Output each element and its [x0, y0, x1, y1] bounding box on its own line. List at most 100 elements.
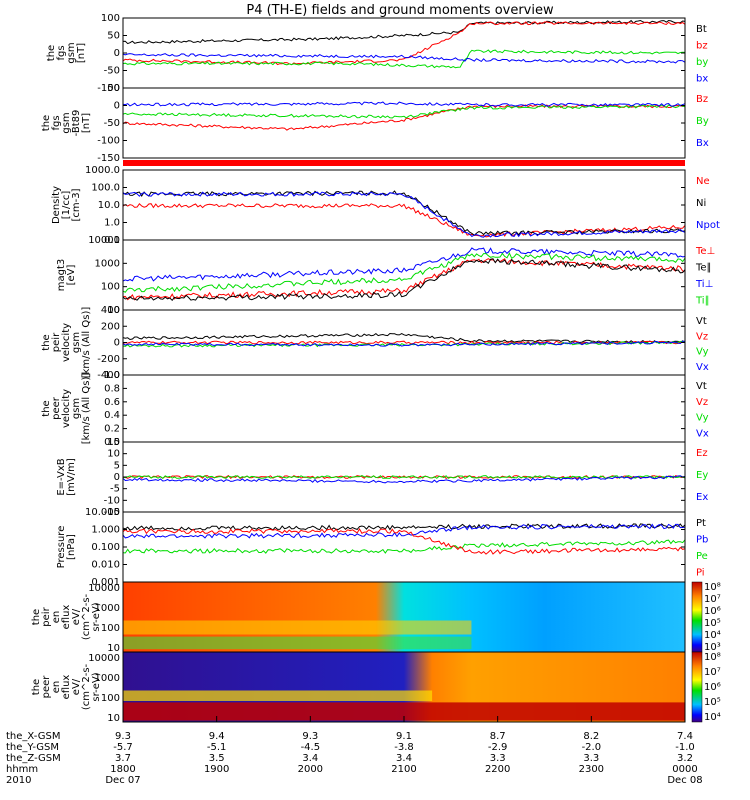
y-axis-label: the peer en eflux eV/(cm^2-s-sr-eV): [31, 663, 102, 710]
y-tick-label: 0.1: [104, 235, 120, 246]
colorbar-label: 10⁸: [704, 652, 721, 663]
x-tick-label: 9.3: [115, 731, 131, 742]
y-tick-label: -200: [97, 354, 120, 365]
x-tick-label: 2100: [391, 764, 416, 775]
y-label-line: [nT]: [81, 113, 92, 133]
y-tick-label: 0.100: [91, 542, 120, 553]
y-tick-label: 10.000: [85, 507, 120, 518]
colorbar-label: 10⁷: [704, 667, 721, 678]
x-tick-label: -5.7: [113, 742, 133, 753]
y-tick-label: 100: [101, 282, 120, 293]
panel-1: Bt bz by bx 100 50 0 -50 -100 the fgs gsm [nT]: [46, 13, 708, 94]
series-line: [122, 49, 686, 69]
y-label-line: gsm: [61, 112, 72, 133]
y-label-line: gsm: [71, 398, 82, 419]
panel-frame: [122, 239, 686, 311]
legend-label: Vt: [696, 381, 707, 392]
x-tick-label: 3.2: [677, 753, 693, 764]
legend-label: bz: [696, 41, 708, 52]
series-line: [122, 104, 686, 119]
y-label-line: peer: [51, 396, 62, 420]
y-label-line: the: [31, 679, 42, 695]
legend-label: Ey: [696, 470, 708, 481]
x-tick-label: 3.7: [115, 753, 131, 764]
y-axis-label: Pressure [nPa]: [56, 526, 77, 569]
x-tick-label: 9.3: [302, 731, 318, 742]
y-tick-label: 400: [101, 305, 120, 316]
y-label-line: [nPa]: [66, 534, 77, 560]
y-tick-label: 0: [114, 48, 120, 59]
y-tick-label: 10: [107, 305, 120, 316]
x-tick-label: -2.9: [488, 742, 508, 753]
y-label-line: en: [51, 681, 62, 694]
x-row-label: hhmm: [6, 764, 38, 775]
legend-label: Te∥: [695, 263, 712, 274]
x-tick-label: 3.3: [583, 753, 599, 764]
y-tick-label: 10: [107, 643, 120, 654]
y-tick-label: 50: [107, 83, 120, 94]
y-tick-label: -15: [104, 507, 120, 518]
panel-8: Pt Pb Pe Pi 10.000 1.000 0.100 0.010 0.001 Pressu…: [56, 507, 708, 588]
series-line: [122, 247, 686, 282]
series-line: [122, 523, 686, 531]
colorbar: [691, 651, 703, 723]
x-tick-label: 1800: [110, 764, 135, 775]
x-tick-label: 1900: [204, 764, 229, 775]
series-line: [122, 252, 686, 293]
y-tick-label: -100: [97, 83, 120, 94]
legend-label: Ti∥: [695, 296, 710, 307]
y-tick-label: -100: [97, 136, 120, 147]
legend-label: Pb: [696, 535, 708, 546]
y-label-line: [nT]: [76, 43, 87, 63]
y-label-line: [eV]: [66, 265, 77, 286]
y-label-line: the: [46, 45, 57, 61]
y-axis-label: magt3 [eV]: [56, 259, 77, 292]
y-label-line: sr-eV): [91, 672, 102, 701]
y-label-line: E=-VxB: [56, 458, 67, 495]
legend-label: Ez: [696, 448, 708, 459]
y-tick-label: 10: [107, 713, 120, 724]
figure-title: P4 (TH-E) fields and ground moments over…: [246, 3, 554, 18]
panel-frame: [122, 511, 686, 583]
x-tick-label: 0000: [672, 764, 697, 775]
x-axis: the_X-GSMthe_Y-GSMthe_Z-GSMhhmm20109.3-5…: [6, 716, 703, 786]
spectrogram-band: [123, 620, 472, 635]
legend-label: Ni: [696, 198, 706, 209]
series-line: [122, 19, 686, 45]
series-line: [122, 191, 686, 238]
y-label-line: gsm: [66, 42, 77, 63]
panel-4: Te⊥ Te∥ Ti⊥ Ti∥ 10000 1000 100 10 magt3 [eV]: [56, 235, 715, 316]
series-line: [122, 21, 686, 66]
legend-label: Bt: [696, 24, 707, 35]
y-label-line: en: [51, 611, 62, 624]
y-tick-label: 1.0: [104, 218, 120, 229]
legend-label: Vz: [696, 397, 708, 408]
y-tick-label: 15: [107, 437, 120, 448]
y-tick-label: -400: [97, 370, 120, 381]
y-tick-label: 0.4: [104, 410, 120, 421]
y-tick-label: -50: [104, 118, 120, 129]
x-tick-label: 2300: [579, 764, 604, 775]
x-tick-label: 2200: [485, 764, 510, 775]
series-line: [122, 190, 686, 236]
colorbar-label: 10³: [704, 642, 721, 653]
y-tick-label: 1000: [95, 258, 120, 269]
y-tick-label: 200: [101, 321, 120, 332]
y-tick-label: 10.0: [98, 200, 120, 211]
y-label-line: peir: [41, 606, 52, 626]
y-label-line: [km/s (All Qs)]: [81, 373, 92, 445]
flag-bar: [123, 160, 685, 166]
x-tick-label: -1.0: [675, 742, 695, 753]
legend-label: Bz: [696, 94, 708, 105]
y-axis-label: Density [1/cc] [cm-3]: [51, 186, 82, 224]
panel-frame: [122, 87, 686, 159]
series-line: [122, 101, 686, 107]
legend-label: Vz: [696, 331, 708, 342]
colorbar-label: 10⁶: [704, 682, 721, 693]
legend-label: Te⊥: [695, 246, 715, 257]
series-line: [122, 53, 686, 64]
y-tick-label: 1000.0: [85, 165, 120, 176]
y-tick-label: 5: [114, 460, 120, 471]
